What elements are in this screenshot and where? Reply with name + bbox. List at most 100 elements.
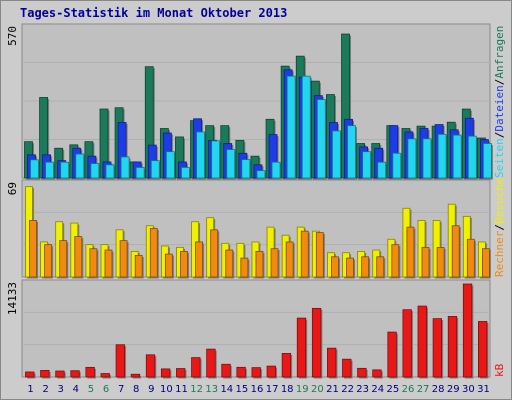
bar-kb-day-10 bbox=[160, 368, 171, 378]
bar-kb-day-21 bbox=[327, 347, 337, 378]
bar-kb-day-4 bbox=[70, 370, 80, 378]
x-tick-day-14: 14 bbox=[220, 384, 233, 395]
bar-seiten-day-21 bbox=[332, 130, 341, 179]
legend-entry: Anfragen bbox=[493, 26, 506, 79]
x-tick-day-26: 26 bbox=[402, 384, 415, 395]
bar-kb-day-5 bbox=[85, 366, 95, 378]
x-tick-day-17: 17 bbox=[266, 384, 279, 395]
x-tick-day-2: 2 bbox=[42, 384, 48, 395]
bar-rechner-day-9 bbox=[149, 228, 158, 278]
bar-kb-day-30 bbox=[462, 283, 473, 378]
bar-seiten-day-5 bbox=[90, 163, 100, 179]
bar-seiten-day-4 bbox=[75, 153, 85, 179]
x-tick-day-28: 28 bbox=[432, 384, 445, 395]
bar-seiten-day-31 bbox=[483, 143, 492, 179]
bar-rechner-day-22 bbox=[346, 257, 354, 278]
bar-kb-day-3 bbox=[55, 370, 65, 378]
x-tick-day-16: 16 bbox=[251, 384, 264, 395]
bar-seiten-day-25 bbox=[392, 152, 402, 179]
bar-rechner-day-17 bbox=[270, 248, 279, 278]
bar-rechner-day-3 bbox=[59, 240, 68, 278]
bar-seiten-day-28 bbox=[437, 133, 447, 179]
bar-seiten-day-16 bbox=[256, 170, 266, 179]
bar-rechner-day-20 bbox=[315, 232, 324, 278]
x-tick-day-24: 24 bbox=[371, 384, 384, 395]
bar-seiten-day-22 bbox=[347, 125, 356, 179]
x-tick-day-30: 30 bbox=[462, 384, 475, 395]
legend-entry: kB bbox=[493, 363, 506, 377]
x-tick-day-27: 27 bbox=[417, 384, 430, 395]
x-tick-day-22: 22 bbox=[341, 384, 354, 395]
legend-entry: Rechner bbox=[493, 230, 506, 277]
x-tick-day-7: 7 bbox=[118, 384, 124, 395]
bar-rechner-day-21 bbox=[331, 256, 339, 278]
bar-rechner-day-4 bbox=[74, 236, 83, 278]
bar-kb-day-29 bbox=[447, 316, 458, 378]
bar-seiten-day-12 bbox=[196, 131, 205, 179]
bar-rechner-day-29 bbox=[451, 225, 460, 278]
bar-seiten-day-2 bbox=[45, 161, 54, 179]
legend-middle: Rechner/Besuche bbox=[493, 178, 506, 277]
bar-seiten-day-9 bbox=[150, 160, 160, 179]
bar-rechner-day-15 bbox=[240, 257, 249, 278]
x-tick-day-23: 23 bbox=[356, 384, 369, 395]
bar-seiten-day-27 bbox=[422, 138, 432, 179]
bar-rechner-day-30 bbox=[466, 238, 475, 278]
x-tick-day-11: 11 bbox=[175, 384, 188, 395]
bar-kb-day-19 bbox=[296, 317, 307, 378]
x-tick-day-10: 10 bbox=[160, 384, 173, 395]
x-tick-day-8: 8 bbox=[133, 384, 139, 395]
legend-entry: / bbox=[493, 132, 506, 139]
x-tick-day-13: 13 bbox=[205, 384, 218, 395]
bar-rechner-day-27 bbox=[421, 246, 430, 278]
bar-kb-day-12 bbox=[191, 357, 201, 378]
legend-entry: / bbox=[493, 79, 506, 86]
y-max-label: 14133 bbox=[6, 282, 19, 315]
bar-seiten-day-7 bbox=[120, 156, 130, 179]
bar-rechner-day-2 bbox=[44, 244, 52, 278]
bar-rechner-day-6 bbox=[104, 249, 113, 278]
bar-rechner-day-28 bbox=[436, 246, 445, 278]
bar-seiten-day-20 bbox=[316, 99, 326, 179]
bar-kb-day-1 bbox=[25, 371, 35, 378]
bar-rechner-day-1 bbox=[29, 219, 37, 278]
bar-rechner-day-26 bbox=[406, 226, 415, 278]
legend-bottom: kB bbox=[493, 363, 506, 377]
x-tick-day-19: 19 bbox=[296, 384, 309, 395]
bar-rechner-day-7 bbox=[119, 240, 128, 278]
bar-kb-day-26 bbox=[402, 309, 412, 378]
x-tick-day-1: 1 bbox=[27, 384, 33, 395]
y-max-label: 69 bbox=[6, 182, 19, 195]
x-tick-day-18: 18 bbox=[281, 384, 294, 395]
bar-kb-day-13 bbox=[206, 348, 216, 378]
bar-seiten-day-18 bbox=[286, 75, 296, 179]
bar-rechner-day-12 bbox=[195, 241, 203, 278]
bar-rechner-day-14 bbox=[225, 249, 234, 278]
bar-seiten-day-23 bbox=[362, 151, 372, 179]
legend-top: Seiten/Dateien/Anfragen bbox=[493, 26, 506, 178]
bar-rechner-day-10 bbox=[164, 253, 173, 278]
bar-kb-day-7 bbox=[115, 344, 125, 378]
bar-kb-day-2 bbox=[40, 370, 50, 378]
bar-rechner-day-16 bbox=[255, 250, 264, 278]
bar-seiten-day-14 bbox=[226, 149, 236, 179]
legend-entry: Dateien bbox=[493, 85, 506, 131]
bar-rechner-day-25 bbox=[391, 244, 400, 278]
bar-kb-day-22 bbox=[342, 358, 352, 378]
bar-kb-day-6 bbox=[100, 373, 110, 378]
bar-rechner-day-31 bbox=[482, 248, 490, 278]
x-tick-day-3: 3 bbox=[58, 384, 64, 395]
bar-seiten-day-13 bbox=[211, 140, 221, 179]
x-tick-day-4: 4 bbox=[73, 384, 79, 395]
bar-seiten-day-19 bbox=[301, 75, 311, 179]
bar-rechner-day-11 bbox=[180, 250, 188, 278]
bar-seiten-day-30 bbox=[467, 135, 477, 179]
bar-rechner-day-8 bbox=[134, 255, 143, 278]
bar-seiten-day-29 bbox=[452, 134, 462, 179]
bar-seiten-day-15 bbox=[241, 159, 251, 179]
legend-entry: / bbox=[493, 224, 506, 231]
bar-seiten-day-11 bbox=[181, 167, 190, 179]
bar-kb-day-9 bbox=[145, 354, 156, 378]
bar-rechner-day-19 bbox=[300, 230, 309, 278]
